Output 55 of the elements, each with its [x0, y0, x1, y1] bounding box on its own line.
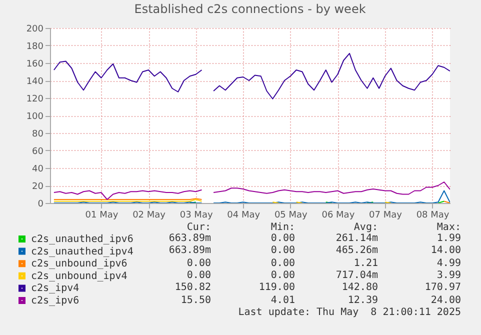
text: 663.89m	[168, 245, 211, 258]
legend-label: c2s_unauthed_ipv6	[31, 234, 134, 245]
y-tick-label: 140	[26, 77, 44, 87]
text: 4.99	[436, 258, 461, 270]
text: 142.80	[342, 282, 378, 294]
y-tick-label: 160	[26, 60, 44, 70]
text: 3.99	[436, 270, 461, 282]
legend-label: c2s_unbound_ipv6	[31, 258, 128, 270]
legend-label: c2s_unauthed_ipv4	[31, 246, 134, 258]
text: 0.00	[186, 258, 211, 270]
y-tick-label: 200	[26, 24, 44, 34]
x-tick-label: 03 May	[180, 210, 214, 220]
y-tick-label: 80	[32, 130, 44, 140]
text: 0.00	[186, 270, 211, 282]
y-tick-label: 180	[26, 42, 44, 52]
text: 465.26m	[336, 245, 378, 258]
text: 0.00	[270, 233, 295, 245]
text: 119.00	[258, 282, 295, 294]
text: 0.00	[270, 270, 295, 282]
y-tick-label: 120	[26, 94, 44, 104]
y-tick-label: 20	[32, 182, 44, 192]
text: Cur:	[186, 222, 211, 234]
text: 663.89m	[168, 233, 211, 245]
x-tick-label: 06 May	[322, 210, 356, 220]
text: 1.21	[354, 258, 378, 270]
legend-label: c2s_ipv4	[31, 283, 80, 294]
legend-label: c2s_unbound_ipv4	[31, 270, 128, 282]
y-tick-label: 100	[26, 112, 44, 122]
text: 261.14m	[336, 233, 378, 245]
x-tick-label: 01 May	[85, 210, 119, 220]
chart-title: Established c2s connections - by week	[134, 2, 366, 16]
text: 24.00	[430, 294, 461, 306]
x-tick-label: 08 May	[416, 210, 450, 220]
text: 150.82	[174, 282, 211, 294]
text: Avg:	[354, 222, 378, 234]
text: Min:	[270, 222, 295, 234]
y-tick-label: 40	[32, 164, 44, 174]
x-tick-label: 02 May	[132, 210, 166, 220]
text: 0.00	[270, 245, 295, 258]
x-tick-label: 04 May	[227, 210, 261, 220]
text: 170.97	[424, 282, 461, 294]
text: 4.01	[270, 294, 295, 306]
text: 717.04m	[336, 270, 378, 282]
y-tick-label: 0	[38, 200, 44, 210]
text: 12.39	[348, 294, 378, 306]
legend-label: c2s_ipv6	[31, 296, 80, 306]
x-tick-label: 07 May	[369, 210, 403, 220]
x-tick-label: 05 May	[274, 210, 308, 220]
text: Max:	[436, 222, 461, 234]
y-tick-label: 60	[32, 147, 44, 157]
text: 1.99	[436, 233, 461, 245]
text: Last update: Thu May 8 21:00:11 2025	[238, 307, 461, 319]
text: 0.00	[270, 258, 295, 270]
text: 14.00	[430, 245, 461, 258]
text: 15.50	[180, 294, 211, 306]
